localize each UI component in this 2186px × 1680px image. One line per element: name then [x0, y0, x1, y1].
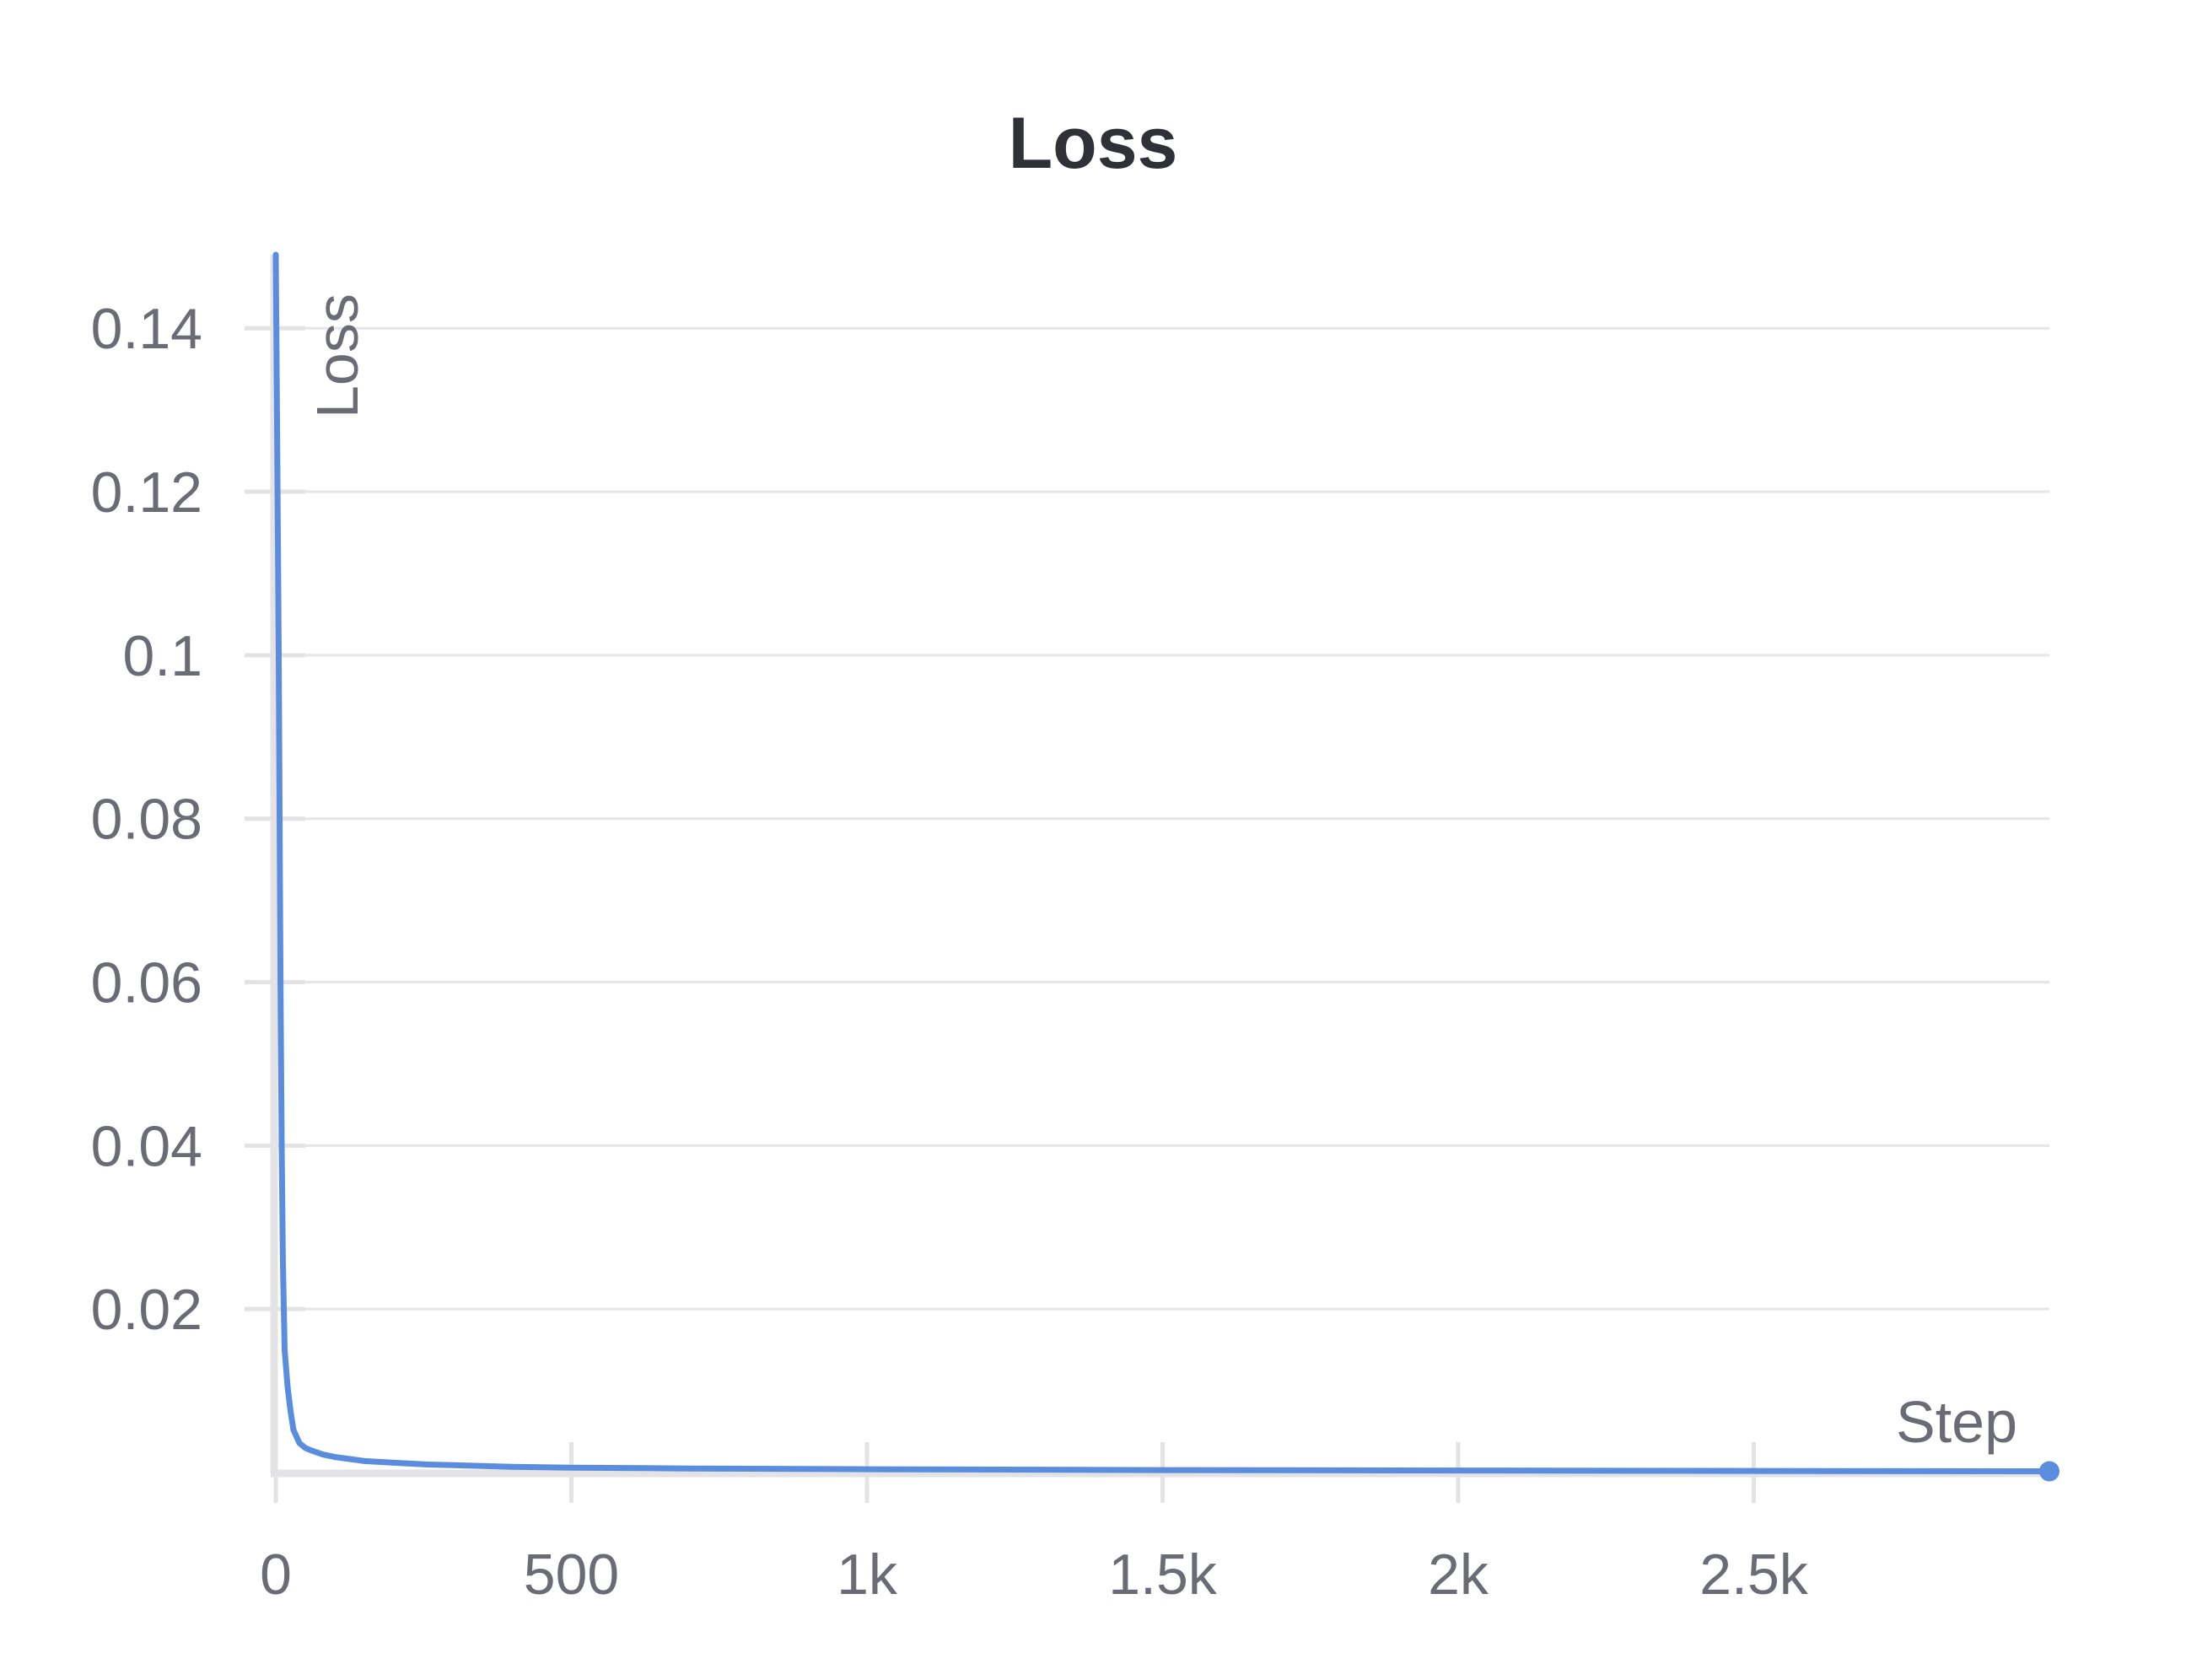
- series-end-point: [2039, 1461, 2059, 1482]
- y-tick-label: 0.14: [91, 297, 202, 361]
- x-tick-label: 2.5k: [1699, 1543, 1809, 1607]
- y-tick-label: 0.1: [122, 624, 202, 688]
- grid-lines: [278, 326, 2049, 1311]
- series: [272, 251, 2059, 1482]
- x-tick-label: 2k: [1428, 1543, 1489, 1607]
- y-tick-label: 0.12: [91, 460, 202, 525]
- y-tick-label: 0.06: [91, 951, 202, 1015]
- y-tick-label: 0.04: [91, 1114, 202, 1178]
- y-tick-label: 0.08: [91, 788, 202, 852]
- axes: [270, 255, 2049, 1478]
- x-tick-label: 1k: [837, 1543, 898, 1607]
- y-tick-label: 0.02: [91, 1278, 202, 1342]
- x-tick-label: 500: [524, 1543, 619, 1607]
- x-tick-label: 1.5k: [1108, 1543, 1218, 1607]
- ticks: 0.02 0.04 0.06 0.08 0.1 0.12 0.14 0 500 1k 1.5k 2k 2…: [91, 297, 1809, 1607]
- series-line: [272, 251, 2053, 1474]
- y-axis-label: Loss: [304, 293, 370, 418]
- x-tick-label: 0: [260, 1543, 292, 1607]
- x-axis-label: Step: [1896, 1389, 2017, 1455]
- chart-title: Loss: [1008, 103, 1178, 184]
